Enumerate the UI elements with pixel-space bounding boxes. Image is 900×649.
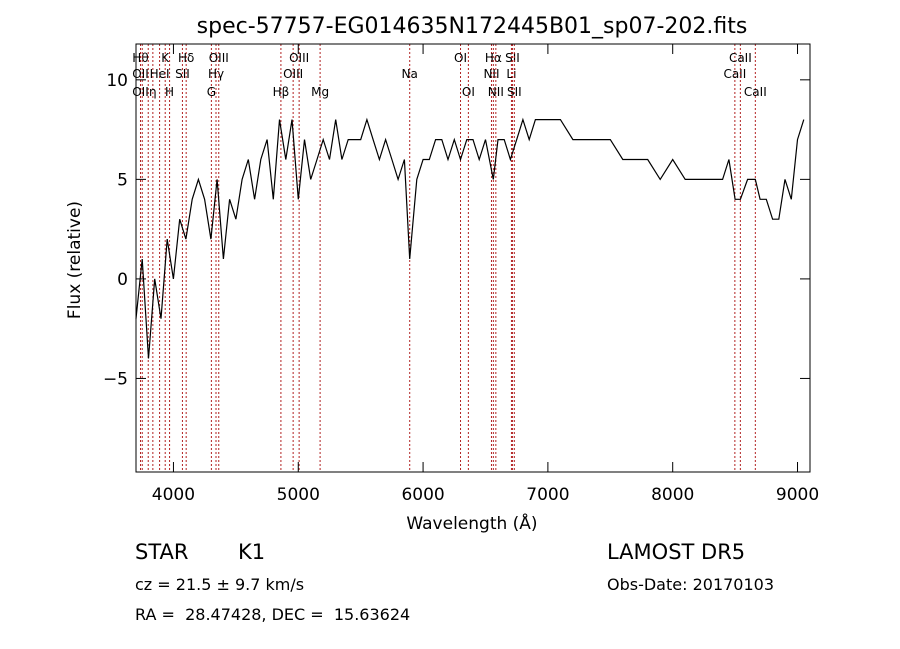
line-marker-label: G: [207, 85, 216, 99]
axis-ticks: 4000 5000 6000 7000 8000 9000 −5 0 5 10: [103, 44, 819, 505]
x-tick-label: 8000: [651, 485, 694, 505]
x-axis-label: Wavelength (Å): [406, 512, 537, 534]
object-subclass: K1: [238, 540, 266, 564]
y-tick-label: 5: [117, 170, 128, 190]
line-marker-label: OIII: [289, 51, 309, 65]
line-marker-label: H: [165, 85, 174, 99]
x-tick-label: 7000: [526, 485, 569, 505]
line-marker-label: η: [149, 85, 157, 99]
survey-name: LAMOST DR5: [607, 540, 746, 564]
line-marker-label: Mg: [311, 85, 329, 99]
plot-frame: [135, 43, 811, 473]
chart-title: spec-57757-EG014635N172445B01_sp07-202.f…: [197, 14, 748, 39]
spectrum-series: [135, 117, 805, 359]
y-tick-label: 10: [106, 71, 128, 91]
line-marker-label: CaII: [744, 85, 767, 99]
line-marker-label: Hβ: [273, 85, 290, 99]
line-marker-label: Na: [402, 67, 418, 81]
line-marker-label: CaII: [723, 67, 746, 81]
redshift-value: cz = 21.5 ± 9.7 km/s: [135, 575, 305, 594]
line-marker-label: Hα: [485, 51, 502, 65]
line-marker-label: OIII: [283, 67, 303, 81]
line-marker-label: K: [161, 51, 170, 65]
y-tick-label: −5: [103, 369, 128, 389]
observation-date: Obs-Date: 20170103: [607, 575, 775, 594]
line-marker-label: OII: [132, 85, 149, 99]
line-marker-label: SII: [175, 67, 190, 81]
line-marker-label: OII: [132, 67, 149, 81]
coordinates: RA = 28.47428, DEC = 15.63624: [135, 605, 411, 624]
line-marker-label: OIII: [209, 51, 229, 65]
spectrum-line: [135, 117, 805, 359]
line-marker-label: Li: [506, 67, 516, 81]
line-marker-label: HeI: [150, 67, 170, 81]
object-class: STAR: [135, 540, 189, 564]
line-marker-label: OI: [454, 51, 467, 65]
line-marker-label: OI: [462, 85, 475, 99]
y-axis-label: Flux (relative): [65, 201, 85, 319]
line-marker-label: SII: [505, 51, 520, 65]
line-marker-label: CaII: [729, 51, 752, 65]
x-tick-label: 5000: [277, 485, 320, 505]
line-marker-label: SII: [507, 85, 522, 99]
line-marker-label: Hθ: [132, 51, 148, 65]
line-marker-label: NII: [488, 85, 504, 99]
x-tick-label: 9000: [776, 485, 819, 505]
line-marker-label: Hγ: [208, 67, 224, 81]
x-tick-label: 6000: [401, 485, 444, 505]
y-tick-label: 0: [117, 270, 128, 290]
x-tick-label: 4000: [152, 485, 195, 505]
line-marker-label: NII: [483, 67, 499, 81]
line-marker-label: Hδ: [178, 51, 194, 65]
